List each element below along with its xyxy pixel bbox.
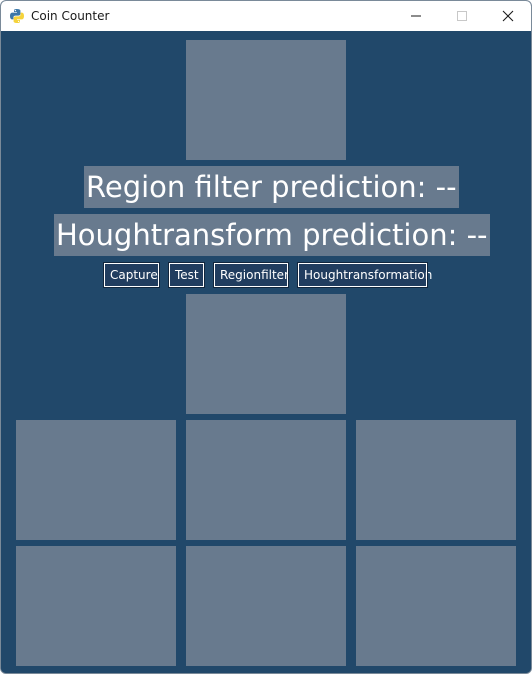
regionfilter-button[interactable]: Regionfilter: [213, 262, 289, 288]
result-image-2: [186, 420, 346, 540]
region-filter-prediction: Region filter prediction: --: [84, 166, 459, 208]
result-image-5: [186, 546, 346, 666]
maximize-button[interactable]: [439, 1, 485, 31]
close-icon: [502, 10, 514, 22]
processed-image: [186, 294, 346, 414]
result-image-4: [16, 546, 176, 666]
client-area: Region filter prediction: -- Houghtransf…: [1, 31, 531, 673]
minimize-icon: [411, 15, 421, 17]
maximize-icon: [457, 11, 467, 21]
result-image-3: [356, 420, 516, 540]
houghtransform-prediction: Houghtransform prediction: --: [54, 214, 490, 256]
houghtransformation-button[interactable]: Houghtransformation: [297, 262, 432, 288]
close-button[interactable]: [485, 1, 531, 31]
capture-button[interactable]: Capture: [103, 262, 160, 288]
window-title: Coin Counter: [31, 9, 110, 23]
title-bar[interactable]: Coin Counter: [1, 1, 531, 31]
test-button[interactable]: Test: [168, 262, 205, 288]
result-image-1: [16, 420, 176, 540]
python-icon: [10, 9, 24, 23]
result-image-6: [356, 546, 516, 666]
minimize-button[interactable]: [393, 1, 439, 31]
camera-preview-image: [186, 40, 346, 160]
